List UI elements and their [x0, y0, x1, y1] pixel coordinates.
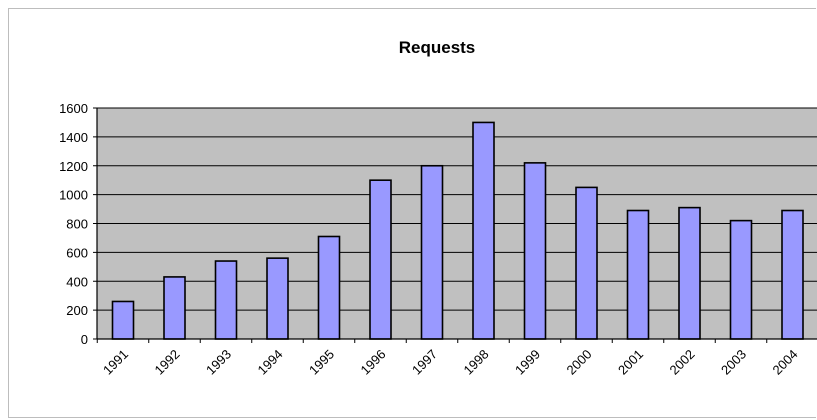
x-tick-label-2002: 2002	[667, 347, 698, 378]
bar-1997	[420, 164, 444, 340]
x-tick-label-1998: 1998	[461, 347, 492, 378]
bar-2004	[781, 209, 804, 340]
x-tick-label-2003: 2003	[718, 347, 749, 378]
chart-title: Requests	[399, 38, 476, 57]
x-tick-labels: 1991 1992 1993 1994 1995 1996 1997 1998 1999 2000…	[100, 347, 801, 378]
bar-1992	[163, 276, 186, 340]
y-tick-label-200: 200	[66, 303, 88, 318]
bar-1999	[523, 162, 547, 340]
y-tick-labels: 0 200 400 600 800 1000 1200 1400 1600	[59, 101, 88, 347]
axes	[93, 107, 817, 343]
x-tick-label-2000: 2000	[564, 347, 595, 378]
y-tick-label-1600: 1600	[59, 101, 88, 116]
bar-2001	[626, 209, 650, 340]
bar-1994	[266, 257, 289, 340]
x-tick-label-1997: 1997	[409, 347, 440, 378]
x-tick-label-1995: 1995	[306, 347, 337, 378]
x-tick-label-2001: 2001	[615, 347, 646, 378]
y-tick-label-1200: 1200	[59, 159, 88, 174]
x-tick-label-1991: 1991	[100, 347, 131, 378]
bar-1991	[111, 300, 135, 340]
bar-1998	[472, 121, 495, 340]
gridlines	[97, 107, 817, 311]
y-tick-label-400: 400	[66, 274, 88, 289]
bar-1996	[369, 179, 392, 340]
x-tick-label-1996: 1996	[358, 347, 389, 378]
y-tick-label-800: 800	[66, 217, 88, 232]
y-tick-label-0: 0	[81, 332, 88, 347]
x-tick-label-1993: 1993	[203, 347, 234, 378]
bar-1993	[214, 260, 238, 340]
y-tick-label-1400: 1400	[59, 130, 88, 145]
bar-2000	[575, 186, 598, 340]
x-tick-label-1992: 1992	[152, 347, 183, 378]
y-tick-label-600: 600	[66, 245, 88, 260]
bar-1995	[317, 235, 341, 340]
x-tick-label-1994: 1994	[255, 347, 286, 378]
bar-2003	[729, 219, 753, 340]
x-tick-label-1999: 1999	[512, 347, 543, 378]
bar-2002	[678, 206, 701, 340]
x-tick-label-2004: 2004	[770, 347, 801, 378]
y-tick-label-1000: 1000	[59, 188, 88, 203]
